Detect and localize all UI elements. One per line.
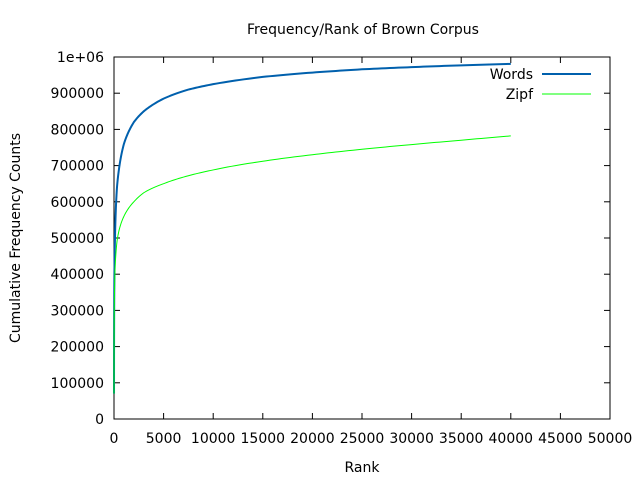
y-tick-label: 100000	[51, 376, 104, 392]
y-tick-label: 1e+06	[57, 50, 104, 66]
x-axis-label: Rank	[345, 460, 381, 476]
y-tick-label: 600000	[51, 195, 104, 211]
y-tick-label: 500000	[51, 231, 104, 247]
series-layer	[113, 62, 511, 394]
legend-label-zipf: Zipf	[506, 87, 534, 103]
axis-ticks: 0 5000 10000 15000 20000 25000 30000 35000 40000…	[51, 50, 633, 447]
x-tick-label: 35000	[439, 431, 484, 447]
plot-frame	[113, 56, 611, 420]
x-tick-label: 45000	[538, 431, 583, 447]
series-line-zipf	[113, 135, 511, 394]
y-axis-label: Cumulative Frequency Counts	[8, 133, 24, 343]
series-line-words	[113, 62, 511, 394]
x-tick-label: 30000	[389, 431, 434, 447]
x-tick-label: 40000	[489, 431, 534, 447]
x-tick-label: 25000	[340, 431, 385, 447]
x-tick-label: 20000	[290, 431, 335, 447]
x-tick-label: 10000	[191, 431, 236, 447]
y-tick-label: 700000	[51, 159, 104, 175]
x-tick-label: 0	[110, 431, 119, 447]
x-tick-label: 50000	[588, 431, 633, 447]
y-tick-label: 300000	[51, 303, 104, 319]
chart-title: Frequency/Rank of Brown Corpus	[247, 22, 479, 38]
y-tick-label: 0	[95, 412, 104, 428]
y-tick-label: 900000	[51, 86, 104, 102]
legend-label-words: Words	[490, 67, 533, 83]
y-tick-label: 800000	[51, 122, 104, 138]
x-tick-label: 5000	[146, 431, 182, 447]
y-tick-label: 400000	[51, 267, 104, 283]
y-tick-label: 200000	[51, 340, 104, 356]
x-tick-label: 15000	[241, 431, 286, 447]
legend: Words Zipf	[490, 67, 591, 103]
